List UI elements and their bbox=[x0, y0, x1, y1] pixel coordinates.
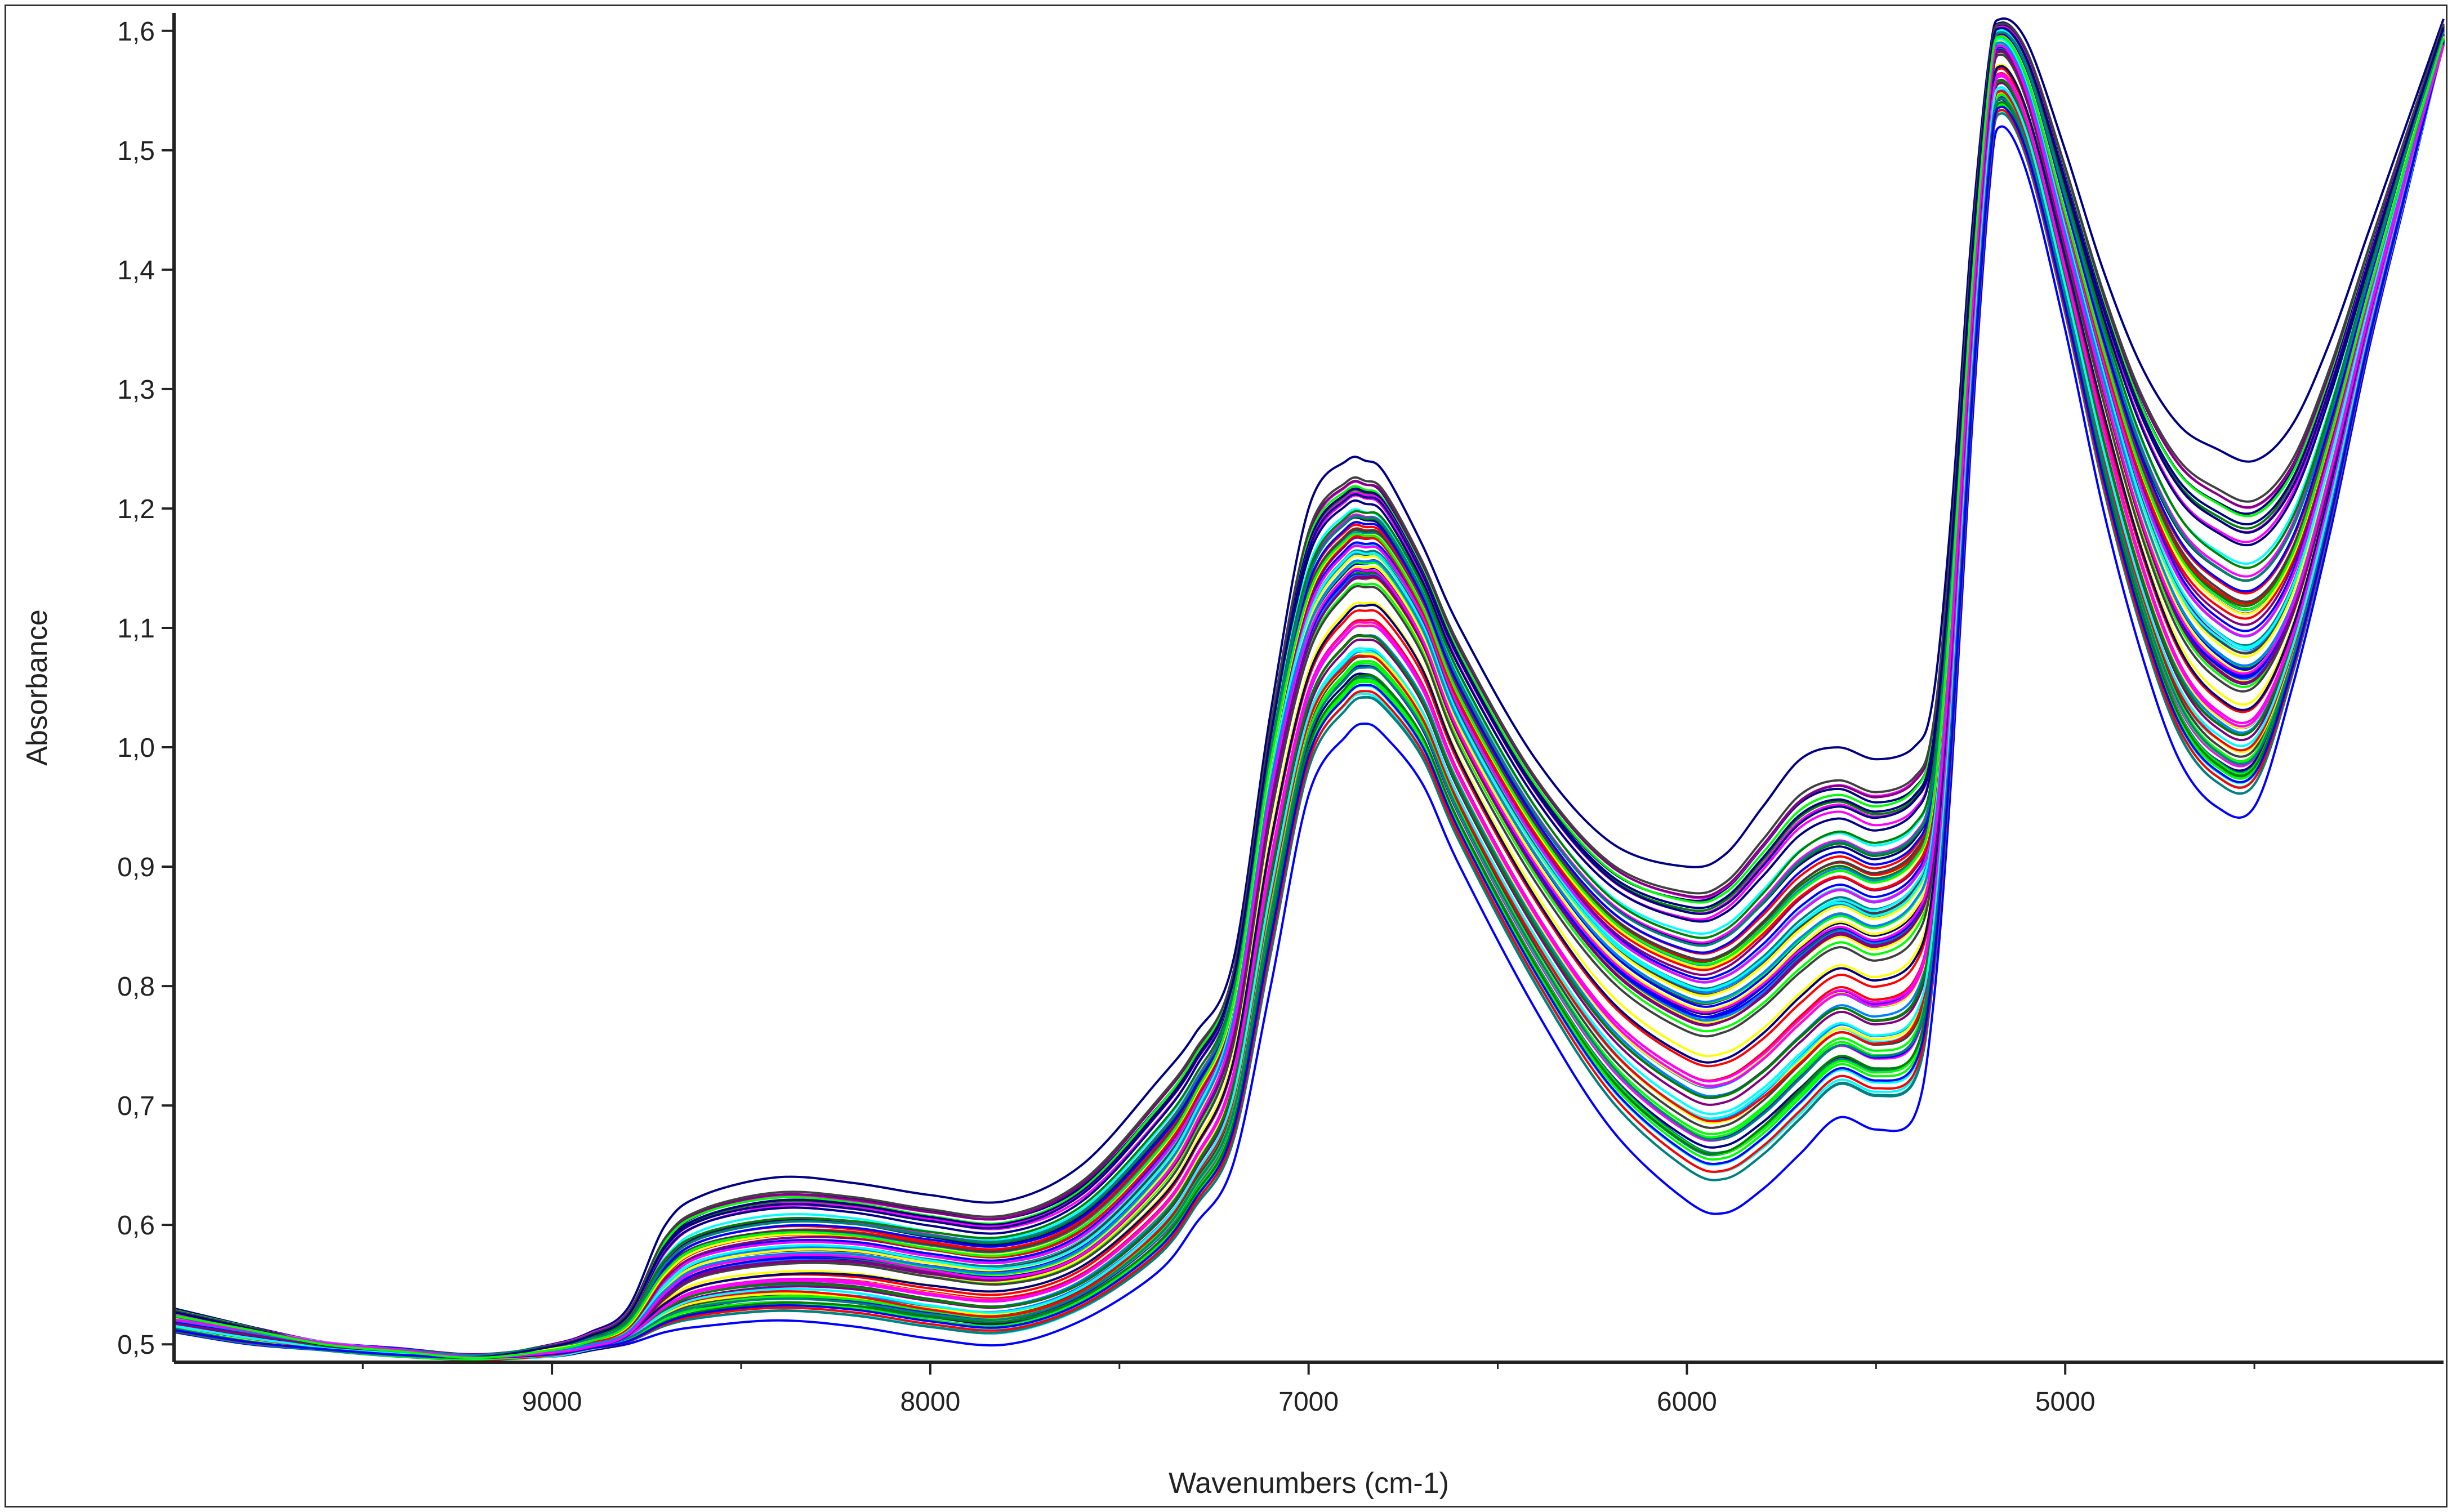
spectrum-line-74 bbox=[173, 32, 2445, 1357]
spectrum-line-100 bbox=[173, 35, 2445, 1359]
y-tick-label: 1,3 bbox=[117, 375, 155, 405]
spectrum-line-32 bbox=[173, 23, 2445, 1358]
y-tick-label: 1,1 bbox=[117, 614, 155, 644]
spectrum-line-61 bbox=[173, 27, 2445, 1359]
spectrum-line-51 bbox=[173, 38, 2445, 1358]
x-tick-label: 7000 bbox=[1278, 1387, 1339, 1417]
chart-frame: 0,5 0,6 0,7 0,8 0,9 1,0 1,1 1,2 1,3 1,4 1,5 1,6 9000… bbox=[5, 5, 2447, 1507]
y-tick-label: 0,5 bbox=[117, 1330, 155, 1360]
y-tick-label: 1,2 bbox=[117, 494, 155, 524]
y-tick-label: 0,6 bbox=[117, 1211, 155, 1241]
spectrum-line-83 bbox=[173, 41, 2445, 1359]
spectrum-line-73 bbox=[173, 41, 2445, 1357]
spectrum-line-7 bbox=[173, 41, 2445, 1357]
x-tick-label: 6000 bbox=[1657, 1387, 1717, 1417]
x-tick-label: 5000 bbox=[2035, 1387, 2096, 1417]
spectrum-line-29 bbox=[173, 42, 2445, 1356]
spectra-chart: 0,5 0,6 0,7 0,8 0,9 1,0 1,1 1,2 1,3 1,4 1,5 1,6 9000… bbox=[21, 13, 2445, 1500]
y-tick-label: 1,0 bbox=[117, 733, 155, 763]
x-tick-label: 9000 bbox=[522, 1387, 582, 1417]
y-axis-title: Absorbance bbox=[21, 609, 54, 766]
spectrum-line-85 bbox=[173, 24, 2445, 1358]
spectrum-line-25 bbox=[173, 42, 2445, 1357]
spectrum-line-95 bbox=[173, 31, 2445, 1357]
spectrum-line-89 bbox=[173, 29, 2445, 1357]
spectrum-line-90 bbox=[173, 38, 2445, 1359]
spectrum-line-45 bbox=[173, 34, 2445, 1358]
spectrum-line-98 bbox=[173, 42, 2445, 1359]
spectrum-line-65 bbox=[173, 43, 2445, 1359]
spectrum-line-75 bbox=[173, 42, 2445, 1358]
y-tick-label: 1,4 bbox=[117, 256, 155, 286]
x-axis-title: Wavenumbers (cm-1) bbox=[1169, 1467, 1449, 1500]
spectrum-line-93 bbox=[173, 22, 2445, 1358]
spectrum-line-26 bbox=[173, 37, 2445, 1357]
y-tick-label: 1,6 bbox=[117, 17, 155, 47]
x-tick-label: 8000 bbox=[900, 1387, 960, 1417]
spectrum-line-12 bbox=[173, 40, 2445, 1358]
spectrum-line-92 bbox=[173, 41, 2445, 1356]
spectrum-line-79 bbox=[173, 42, 2445, 1359]
spectrum-line-71 bbox=[173, 41, 2445, 1359]
y-tick-label: 1,5 bbox=[117, 136, 155, 166]
y-tick-label: 0,7 bbox=[117, 1091, 155, 1121]
spectrum-line-82 bbox=[173, 40, 2445, 1358]
spectrum-line-69 bbox=[173, 43, 2445, 1358]
spectrum-line-78 bbox=[173, 43, 2445, 1360]
spectrum-line-96 bbox=[173, 41, 2445, 1358]
spectrum-line-99 bbox=[173, 44, 2445, 1359]
y-tick-label: 0,8 bbox=[117, 972, 155, 1002]
axes bbox=[162, 13, 2444, 1375]
tick-labels: 0,5 0,6 0,7 0,8 0,9 1,0 1,1 1,2 1,3 1,4 1,5 1,6 9000… bbox=[117, 17, 2095, 1417]
spectrum-line-40 bbox=[173, 24, 2445, 1359]
y-tick-label: 0,9 bbox=[117, 853, 155, 882]
spectrum-line-1 bbox=[173, 17, 2445, 1358]
spectrum-line-2 bbox=[173, 42, 2445, 1361]
spectrum-line-42 bbox=[173, 39, 2445, 1359]
spectrum-line-67 bbox=[173, 44, 2445, 1362]
spectrum-line-77 bbox=[173, 41, 2445, 1357]
spectrum-line-97 bbox=[173, 26, 2445, 1359]
spectra-lines bbox=[173, 17, 2445, 1362]
